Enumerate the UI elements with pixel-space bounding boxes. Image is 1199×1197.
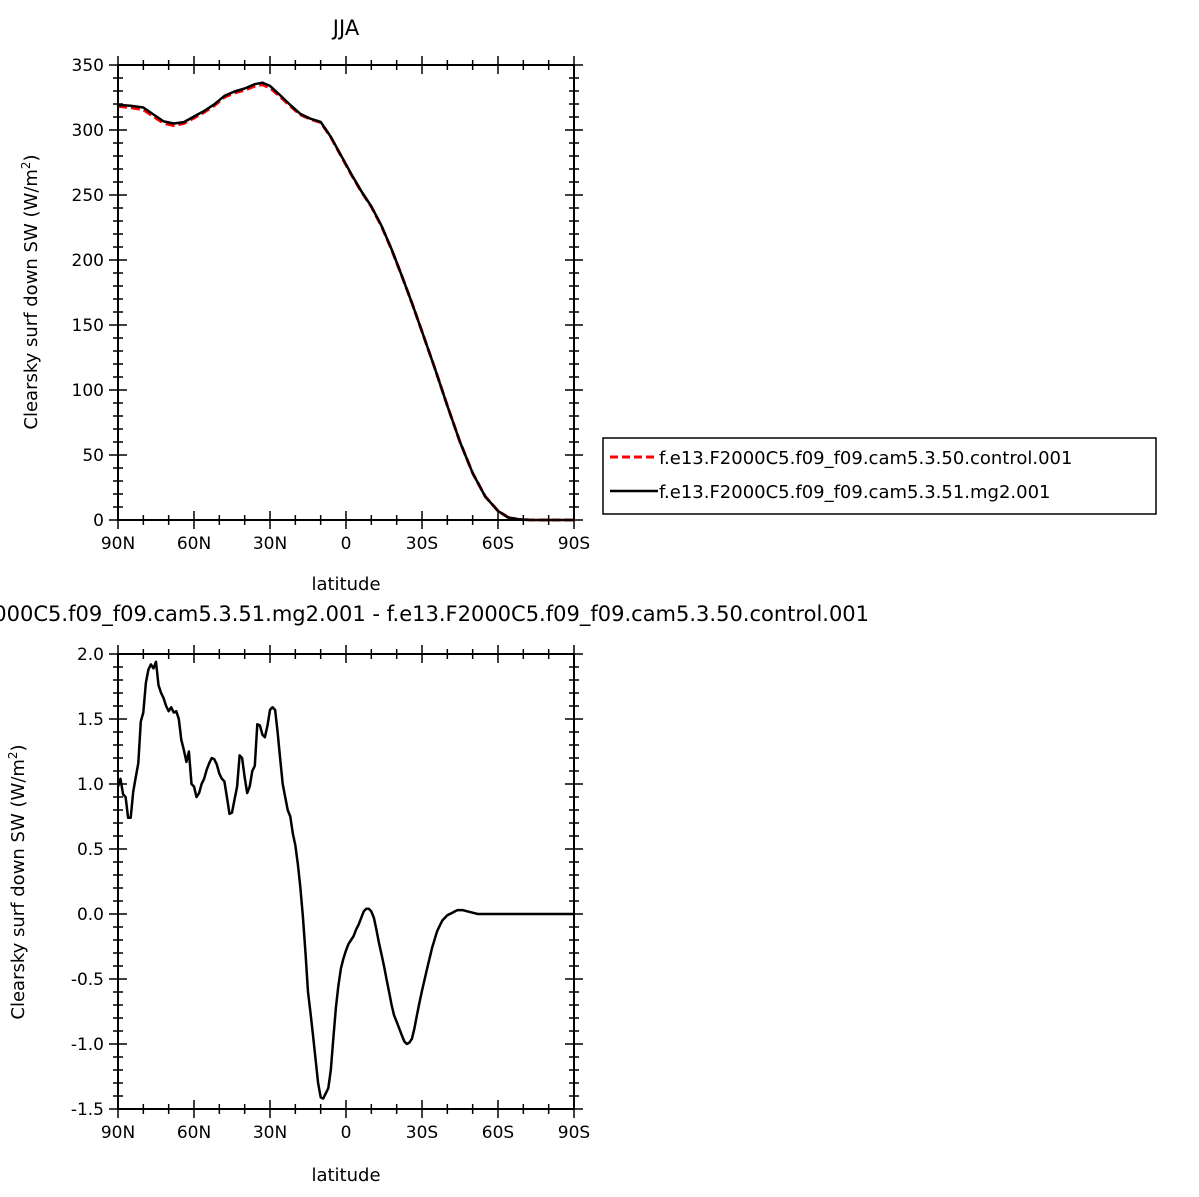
bottom-panel-ylabel-sup: 2 bbox=[6, 751, 20, 759]
bottom-x-tick-label: 60N bbox=[177, 1123, 211, 1143]
bottom-x-tick-label: 30N bbox=[253, 1123, 287, 1143]
bottom-x-tick-label: 0 bbox=[341, 1123, 352, 1143]
legend: f.e13.F2000C5.f09_f09.cam5.3.50.control.… bbox=[602, 437, 1157, 515]
top-y-tick-label: 50 bbox=[82, 446, 104, 466]
bottom-panel-ylabel: Clearsky surf down SW (W/m2) bbox=[6, 744, 29, 1019]
bottom-x-tick-label: 60S bbox=[482, 1123, 514, 1143]
top-series-line-1 bbox=[117, 83, 574, 522]
top-x-tick-label: 0 bbox=[341, 534, 352, 554]
bottom-panel-axes: 90N 60N 30N 0 30S 60S 90S -1.5 -1.0 -0.5 0.0 0.5 1.0… bbox=[71, 645, 590, 1143]
bottom-y-tick-label: -1.0 bbox=[71, 1035, 104, 1055]
top-panel-ylabel-close: ) bbox=[21, 154, 42, 161]
top-y-tick-label: 350 bbox=[72, 56, 104, 76]
bottom-y-tick-label: 1.0 bbox=[77, 775, 104, 795]
bottom-y-tick-label: 2.0 bbox=[77, 645, 104, 665]
top-x-tick-label: 60N bbox=[177, 534, 211, 554]
bottom-y-tick-label: 1.5 bbox=[77, 710, 104, 730]
bottom-panel-xlabel: latitude bbox=[311, 1165, 380, 1186]
top-x-tick-label: 30N bbox=[253, 534, 287, 554]
top-series-line-2 bbox=[117, 81, 574, 522]
bottom-x-tick-label: 90N bbox=[101, 1123, 135, 1143]
bottom-x-tick-label: 90S bbox=[558, 1123, 590, 1143]
top-panel: JJA 90N 60N 30N 0 30S 60S 90S 0 50 100 150 200 250 30… bbox=[19, 16, 590, 595]
top-panel-marks bbox=[117, 81, 574, 522]
top-x-tick-label: 90S bbox=[558, 534, 590, 554]
bottom-panel-title: f.e13.F2000C5.f09_f09.cam5.3.51.mg2.001 … bbox=[0, 602, 869, 627]
bottom-panel: f.e13.F2000C5.f09_f09.cam5.3.51.mg2.001 … bbox=[0, 602, 869, 1186]
bottom-series-line-1 bbox=[116, 660, 574, 1100]
bottom-y-tick-label: 0.5 bbox=[77, 840, 104, 860]
legend-label-mg2: f.e13.F2000C5.f09_f09.cam5.3.51.mg2.001 bbox=[659, 482, 1050, 503]
top-panel-xlabel: latitude bbox=[311, 574, 380, 595]
bottom-y-tick-label: 0.0 bbox=[77, 905, 104, 925]
top-plot-frame bbox=[117, 64, 575, 521]
bottom-panel-ylabel-close: ) bbox=[8, 744, 29, 751]
bottom-x-tick-label: 30S bbox=[406, 1123, 438, 1143]
top-y-tick-label: 300 bbox=[72, 121, 104, 141]
top-panel-ylabel-main: Clearsky surf down SW (W/m bbox=[21, 169, 42, 430]
top-y-tick-label: 150 bbox=[72, 316, 104, 336]
top-x-tick-label: 30S bbox=[406, 534, 438, 554]
legend-label-control: f.e13.F2000C5.f09_f09.cam5.3.50.control.… bbox=[659, 448, 1072, 469]
top-panel-axes: 90N 60N 30N 0 30S 60S 90S 0 50 100 150 200 250 300 350 bbox=[72, 56, 590, 554]
bottom-y-tick-label: -1.5 bbox=[71, 1100, 104, 1120]
top-panel-ylabel-sup: 2 bbox=[19, 161, 33, 169]
top-x-tick-label: 90N bbox=[101, 534, 135, 554]
bottom-panel-marks bbox=[116, 660, 574, 1100]
bottom-panel-ylabel-main: Clearsky surf down SW (W/m bbox=[8, 759, 29, 1020]
top-panel-ylabel: Clearsky surf down SW (W/m2) bbox=[19, 154, 42, 429]
top-x-tick-label: 60S bbox=[482, 534, 514, 554]
bottom-y-tick-label: -0.5 bbox=[71, 970, 104, 990]
top-y-tick-label: 0 bbox=[93, 511, 104, 531]
top-y-tick-label: 250 bbox=[72, 186, 104, 206]
top-y-tick-label: 200 bbox=[72, 251, 104, 271]
bottom-plot-frame bbox=[117, 653, 575, 1110]
top-panel-title: JJA bbox=[331, 16, 360, 40]
top-y-tick-label: 100 bbox=[72, 381, 104, 401]
legend-box bbox=[602, 437, 1157, 515]
